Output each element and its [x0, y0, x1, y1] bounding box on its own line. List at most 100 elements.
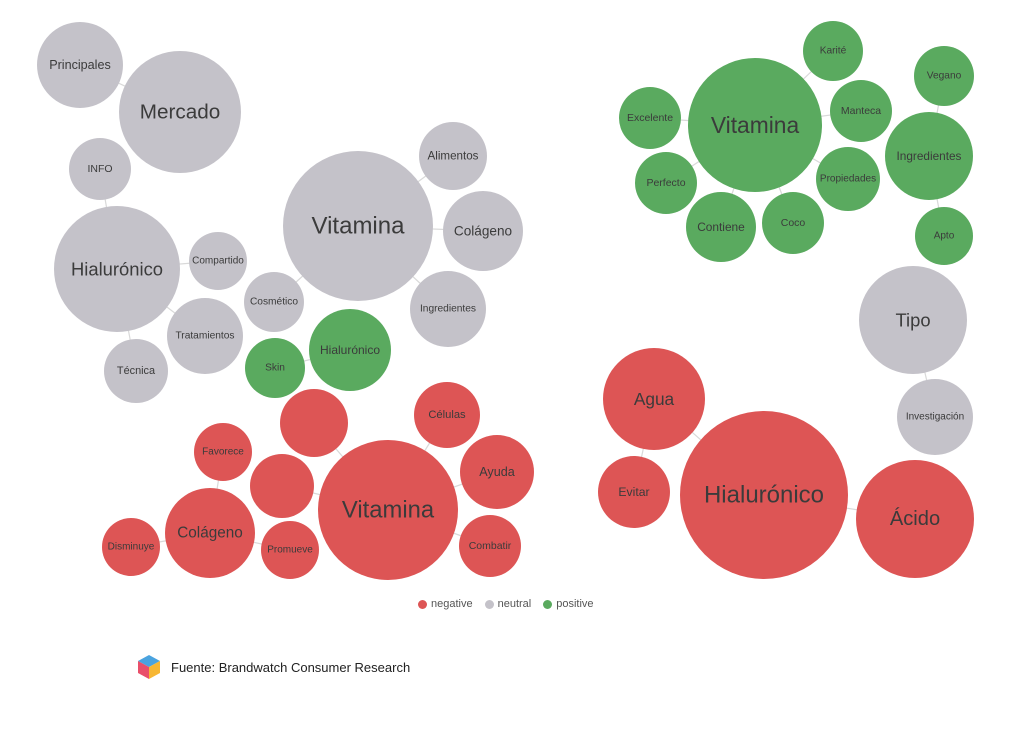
brandwatch-logo-icon	[138, 655, 160, 679]
legend-dot-positive	[543, 599, 553, 609]
bubble-tratamientos-neutral[interactable]: Tratamientos	[167, 298, 243, 374]
bubble-ingredientes-positive[interactable]: Ingredientes	[885, 112, 973, 200]
bubble-circle	[915, 207, 973, 265]
legend-item-negative[interactable]: negative	[418, 598, 473, 610]
bubble-colageno-neutral[interactable]: Colágeno	[443, 191, 523, 271]
legend-label-negative: negative	[431, 598, 473, 610]
legend-item-neutral[interactable]: neutral	[484, 598, 531, 610]
bubble-label: Tipo	[895, 310, 930, 331]
bubble-principales-neutral[interactable]: Principales	[37, 22, 123, 108]
bubble-label: Tratamientos	[175, 331, 234, 342]
bubble-cosmetico-neutral[interactable]: Cosmético	[244, 272, 304, 332]
legend: negative neutral positive	[418, 598, 594, 610]
bubble-mercado-neutral[interactable]: Mercado	[119, 51, 241, 173]
bubble-label: Propiedades	[820, 174, 876, 185]
bubble-circle	[460, 435, 534, 509]
bubble-label: Karité	[820, 46, 847, 57]
bubble-label: Hialurónico	[320, 343, 380, 357]
bubble-circle	[37, 22, 123, 108]
bubble-circle	[443, 191, 523, 271]
bubble-perfecto-positive[interactable]: Perfecto	[635, 152, 697, 214]
bubble-label: INFO	[87, 163, 112, 175]
bubble-apto-positive[interactable]: Apto	[915, 207, 973, 265]
bubble-agua-negative[interactable]: Agua	[603, 348, 705, 450]
bubble-colageno-negative[interactable]: Colágeno	[165, 488, 255, 578]
bubble-label: Vitamina	[342, 497, 435, 524]
bubble-label: Ácido	[890, 507, 940, 530]
bubble-manteca-positive[interactable]: Manteca	[830, 80, 892, 142]
bubble-circle	[167, 298, 243, 374]
bubble-disminuye-negative[interactable]: Disminuye	[102, 518, 160, 576]
bubble-karite-positive[interactable]: Karité	[803, 21, 863, 81]
bubble-circle	[635, 152, 697, 214]
bubble-excelente-positive[interactable]: Excelente	[619, 87, 681, 149]
bubble-label: Promueve	[267, 545, 313, 556]
bubble-alimentos-neutral[interactable]: Alimentos	[419, 122, 487, 190]
bubble-circle	[280, 389, 348, 457]
legend-label-positive: positive	[556, 598, 594, 610]
bubble-evitar-negative[interactable]: Evitar	[598, 456, 670, 528]
legend-item-positive[interactable]: positive	[543, 598, 594, 610]
bubble-label: Contiene	[697, 220, 745, 234]
bubble-vegano-positive[interactable]: Vegano	[914, 46, 974, 106]
bubble-vitamina-negative[interactable]: Vitamina	[318, 440, 458, 580]
bubble-tipo-neutral[interactable]: Tipo	[859, 266, 967, 374]
bubble-circle	[194, 423, 252, 481]
legend-dot-negative	[418, 599, 427, 609]
bubbles: Vitamina Alimentos Colágeno Ingredientes Cos…	[37, 21, 974, 580]
bubble-info-neutral[interactable]: INFO	[69, 138, 131, 200]
bubble-label: Mercado	[140, 101, 221, 124]
bubble-vitamina-neutral[interactable]: Vitamina	[283, 151, 433, 301]
bubble-propiedades-positive[interactable]: Propiedades	[816, 147, 880, 211]
bubble-investigacion-neutral[interactable]: Investigación	[897, 379, 973, 455]
bubble-label: Principales	[49, 58, 111, 72]
bubble-unlabeled-negative[interactable]	[280, 389, 348, 457]
bubble-label: Colágeno	[454, 224, 512, 239]
bubble-acido-negative[interactable]: Ácido	[856, 460, 974, 578]
bubble-label: Técnica	[117, 365, 156, 377]
bubble-circle	[603, 348, 705, 450]
bubble-combatir-negative[interactable]: Combatir	[459, 515, 521, 577]
bubble-coco-positive[interactable]: Coco	[762, 192, 824, 254]
bubble-label: Vegano	[927, 71, 962, 82]
source-caption: Fuente: Brandwatch Consumer Research	[137, 654, 410, 680]
bubble-circle	[688, 58, 822, 192]
bubble-contiene-positive[interactable]: Contiene	[686, 192, 756, 262]
bubble-skin-positive[interactable]: Skin	[245, 338, 305, 398]
bubble-label: Células	[428, 409, 466, 421]
bubble-label: Cosmético	[250, 297, 298, 308]
bubble-hialuronico-neutral[interactable]: Hialurónico	[54, 206, 180, 332]
bubble-label: Perfecto	[646, 177, 685, 189]
bubble-circle	[686, 192, 756, 262]
bubble-hialuronico-negative[interactable]: Hialurónico	[680, 411, 848, 579]
bubble-label: Ingredientes	[897, 149, 962, 163]
bubble-promueve-negative[interactable]: Promueve	[261, 521, 319, 579]
bubble-circle	[309, 309, 391, 391]
source-text: Fuente: Brandwatch Consumer Research	[171, 659, 411, 675]
bubble-circle	[885, 112, 973, 200]
bubble-label: Excelente	[627, 112, 673, 124]
bubble-circle	[165, 488, 255, 578]
bubble-circle	[245, 338, 305, 398]
bubble-circle	[598, 456, 670, 528]
bubble-compartido-neutral[interactable]: Compartido	[189, 232, 247, 290]
bubble-ayuda-negative[interactable]: Ayuda	[460, 435, 534, 509]
bubble-circle	[410, 271, 486, 347]
bubble-label: Combatir	[469, 540, 512, 552]
bubble-ingredientes-neutral[interactable]: Ingredientes	[410, 271, 486, 347]
bubble-label: Favorece	[202, 447, 244, 458]
bubble-circle	[816, 147, 880, 211]
bubble-vitamina-positive[interactable]: Vitamina	[688, 58, 822, 192]
bubble-label: Skin	[265, 363, 285, 374]
bubble-unlabeled-negative[interactable]	[250, 454, 314, 518]
bubble-circle	[104, 339, 168, 403]
bubble-favorece-negative[interactable]: Favorece	[194, 423, 252, 481]
bubble-label: Evitar	[618, 485, 649, 499]
bubble-label: Colágeno	[177, 525, 243, 542]
bubble-celulas-negative[interactable]: Células	[414, 382, 480, 448]
legend-dot-neutral	[484, 599, 494, 609]
bubble-label: Hialurónico	[71, 259, 163, 280]
bubble-label: Vitamina	[312, 213, 406, 240]
bubble-tecnica-neutral[interactable]: Técnica	[104, 339, 168, 403]
bubble-hialuronico-positive[interactable]: Hialurónico	[309, 309, 391, 391]
